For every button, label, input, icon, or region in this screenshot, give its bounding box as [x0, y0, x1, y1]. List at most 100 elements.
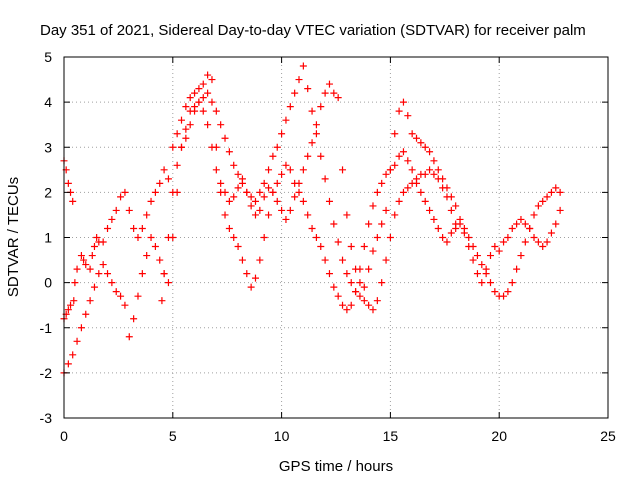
data-point	[286, 166, 294, 174]
data-point	[64, 179, 72, 187]
data-point	[282, 161, 290, 169]
data-point	[225, 224, 233, 232]
data-point	[130, 224, 138, 232]
data-point	[256, 256, 264, 264]
data-point	[217, 179, 225, 187]
data-point	[395, 152, 403, 160]
data-point	[391, 161, 399, 169]
data-point	[365, 301, 373, 309]
data-point	[439, 184, 447, 192]
data-point	[517, 215, 525, 223]
data-point	[360, 243, 368, 251]
data-point	[230, 234, 238, 241]
data-point	[299, 197, 307, 205]
data-point	[86, 297, 94, 305]
data-point	[80, 256, 88, 264]
data-point	[251, 274, 259, 282]
data-point	[204, 121, 212, 129]
data-point	[421, 197, 429, 205]
x-tick-label: 0	[60, 428, 68, 444]
data-point	[317, 243, 325, 251]
data-point	[369, 202, 377, 210]
data-point	[291, 89, 299, 97]
data-point	[195, 98, 203, 106]
data-point	[465, 234, 473, 241]
data-point	[151, 243, 159, 251]
data-point	[217, 121, 225, 129]
data-point	[104, 270, 112, 278]
data-point	[426, 166, 434, 174]
data-point	[156, 179, 164, 187]
data-point	[399, 98, 407, 106]
data-point	[82, 310, 90, 318]
data-point	[178, 143, 186, 151]
data-point	[486, 279, 494, 287]
data-point	[99, 261, 107, 269]
data-point	[82, 261, 90, 269]
grid	[64, 57, 608, 418]
data-point	[343, 211, 351, 219]
data-point	[256, 188, 264, 196]
data-point	[138, 270, 146, 278]
data-point	[286, 206, 294, 214]
data-point	[130, 315, 138, 323]
data-point	[77, 252, 85, 260]
data-point	[158, 297, 166, 305]
data-point	[251, 211, 259, 219]
data-point	[408, 166, 416, 174]
data-point	[378, 279, 386, 287]
series-track-b	[60, 62, 564, 377]
data-point	[273, 179, 281, 187]
data-point	[195, 85, 203, 93]
data-point	[434, 166, 442, 174]
data-point	[334, 94, 342, 102]
y-tick-label: -2	[40, 365, 53, 381]
data-point	[112, 206, 120, 214]
data-point	[90, 283, 98, 291]
data-point	[417, 188, 425, 196]
data-point	[265, 211, 273, 219]
x-tick-label: 20	[491, 428, 507, 444]
data-point	[308, 224, 316, 232]
data-point	[225, 148, 233, 156]
data-point	[352, 265, 360, 273]
data-point	[278, 206, 286, 214]
data-point	[530, 234, 538, 241]
data-point	[108, 215, 116, 223]
data-point	[386, 234, 394, 241]
data-point	[325, 197, 333, 205]
data-point	[399, 188, 407, 196]
axis-ticks	[63, 56, 609, 419]
data-point	[70, 297, 78, 305]
data-point	[108, 279, 116, 287]
data-point	[265, 184, 273, 192]
series-track-a	[60, 71, 564, 323]
data-point	[238, 256, 246, 264]
data-point	[69, 351, 77, 359]
y-tick-label: 3	[44, 139, 52, 155]
data-point	[460, 229, 468, 237]
data-point	[547, 188, 555, 196]
data-point	[304, 85, 312, 93]
y-tick-label: -3	[40, 410, 53, 426]
data-point	[204, 71, 212, 79]
data-point	[325, 270, 333, 278]
data-point	[173, 130, 181, 138]
data-point	[430, 157, 438, 165]
data-point	[339, 301, 347, 309]
data-point	[134, 234, 142, 241]
data-point	[321, 256, 329, 264]
data-point	[373, 297, 381, 305]
data-point	[295, 76, 303, 84]
data-point	[530, 211, 538, 219]
data-point	[156, 256, 164, 264]
data-point	[77, 324, 85, 332]
data-point	[443, 193, 451, 201]
data-point	[534, 202, 542, 210]
data-point	[365, 220, 373, 228]
data-point	[312, 130, 320, 138]
data-point	[486, 252, 494, 260]
data-point	[93, 234, 101, 241]
data-point	[64, 360, 72, 368]
